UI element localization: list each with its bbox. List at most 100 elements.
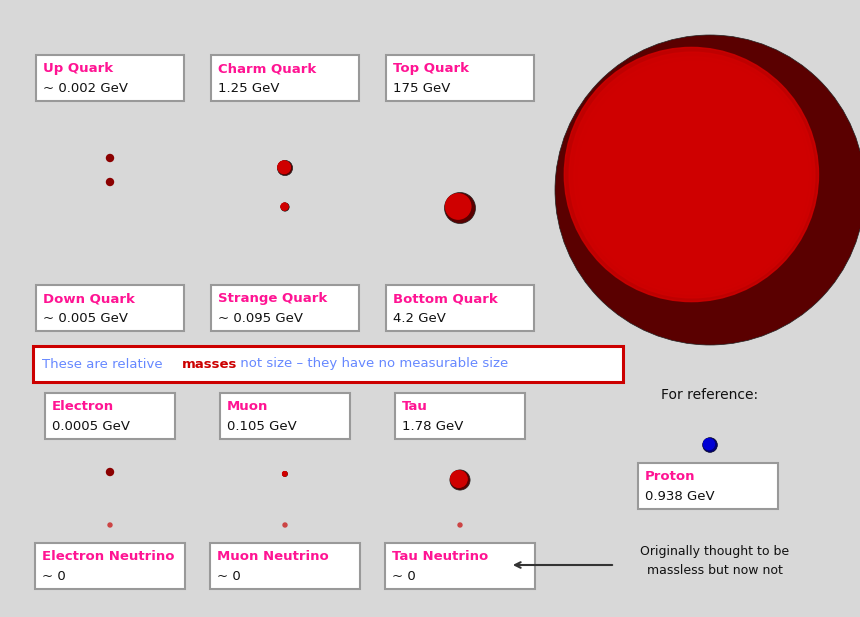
Text: 0.938 GeV: 0.938 GeV <box>645 490 715 503</box>
Circle shape <box>706 441 713 448</box>
Circle shape <box>282 204 287 209</box>
Circle shape <box>455 203 464 212</box>
Circle shape <box>454 474 464 485</box>
Text: Electron: Electron <box>52 400 114 413</box>
Circle shape <box>706 442 712 447</box>
Circle shape <box>456 204 463 211</box>
Text: Proton: Proton <box>645 470 696 483</box>
Circle shape <box>448 196 469 217</box>
FancyBboxPatch shape <box>386 285 534 331</box>
Circle shape <box>452 472 466 486</box>
Circle shape <box>279 162 290 173</box>
FancyBboxPatch shape <box>220 393 350 439</box>
Circle shape <box>108 523 112 527</box>
Text: ~ 0.002 GeV: ~ 0.002 GeV <box>43 81 128 94</box>
Circle shape <box>285 473 286 474</box>
Circle shape <box>284 206 286 208</box>
Circle shape <box>703 439 714 449</box>
Circle shape <box>459 479 461 481</box>
Circle shape <box>453 473 465 485</box>
Circle shape <box>283 205 286 209</box>
Circle shape <box>281 204 288 210</box>
Text: Tau: Tau <box>402 400 428 413</box>
Circle shape <box>454 474 464 484</box>
FancyBboxPatch shape <box>36 55 184 101</box>
Circle shape <box>458 523 462 527</box>
Circle shape <box>452 471 467 487</box>
Circle shape <box>452 200 466 214</box>
FancyBboxPatch shape <box>211 285 359 331</box>
Circle shape <box>281 203 289 211</box>
Circle shape <box>285 206 286 207</box>
Circle shape <box>459 479 460 481</box>
Circle shape <box>623 104 775 257</box>
Circle shape <box>281 164 288 171</box>
FancyBboxPatch shape <box>638 463 778 509</box>
Circle shape <box>696 176 721 201</box>
Circle shape <box>279 162 290 173</box>
Circle shape <box>458 207 461 209</box>
Circle shape <box>280 162 289 172</box>
Circle shape <box>455 475 464 484</box>
Circle shape <box>704 440 714 449</box>
Circle shape <box>459 207 461 209</box>
Circle shape <box>703 437 717 452</box>
Circle shape <box>284 473 286 475</box>
Text: 4.2 GeV: 4.2 GeV <box>393 312 445 325</box>
Circle shape <box>457 205 463 210</box>
Circle shape <box>284 473 286 475</box>
Circle shape <box>283 472 286 476</box>
Circle shape <box>284 167 286 168</box>
Circle shape <box>707 442 712 447</box>
Circle shape <box>454 202 464 212</box>
Circle shape <box>709 444 711 446</box>
Circle shape <box>283 166 286 170</box>
Text: not size – they have no measurable size: not size – they have no measurable size <box>236 357 508 370</box>
Circle shape <box>283 473 286 475</box>
Circle shape <box>452 201 466 214</box>
Text: Electron Neutrino: Electron Neutrino <box>42 550 175 563</box>
Circle shape <box>283 205 286 209</box>
Circle shape <box>637 118 765 246</box>
Circle shape <box>685 166 728 209</box>
Circle shape <box>458 478 461 481</box>
Circle shape <box>280 164 288 172</box>
Circle shape <box>599 81 793 276</box>
Circle shape <box>284 206 286 208</box>
Circle shape <box>282 165 287 170</box>
Circle shape <box>107 468 114 476</box>
Circle shape <box>283 523 287 527</box>
Circle shape <box>284 206 286 207</box>
Circle shape <box>282 204 287 210</box>
FancyBboxPatch shape <box>36 285 184 331</box>
Circle shape <box>457 205 462 210</box>
FancyBboxPatch shape <box>386 55 534 101</box>
Circle shape <box>447 196 470 218</box>
Circle shape <box>284 167 286 169</box>
Circle shape <box>457 476 463 482</box>
Text: Muon Neutrino: Muon Neutrino <box>217 550 329 563</box>
FancyBboxPatch shape <box>33 346 623 382</box>
Circle shape <box>283 166 286 170</box>
Circle shape <box>613 95 783 265</box>
Circle shape <box>458 478 462 482</box>
Circle shape <box>656 138 750 231</box>
Circle shape <box>454 202 464 213</box>
Circle shape <box>283 472 286 476</box>
Circle shape <box>450 470 470 490</box>
Circle shape <box>708 442 712 447</box>
Circle shape <box>282 204 287 209</box>
Circle shape <box>283 166 286 170</box>
Circle shape <box>449 197 468 216</box>
Circle shape <box>452 473 465 486</box>
Circle shape <box>454 474 464 484</box>
Circle shape <box>285 473 286 474</box>
Text: 0.105 GeV: 0.105 GeV <box>227 420 297 433</box>
Circle shape <box>281 203 288 210</box>
Circle shape <box>458 479 461 481</box>
Circle shape <box>671 152 739 220</box>
Circle shape <box>284 167 286 169</box>
Text: ~ 0.005 GeV: ~ 0.005 GeV <box>43 312 128 325</box>
Text: Top Quark: Top Quark <box>393 62 469 75</box>
Circle shape <box>652 133 753 234</box>
